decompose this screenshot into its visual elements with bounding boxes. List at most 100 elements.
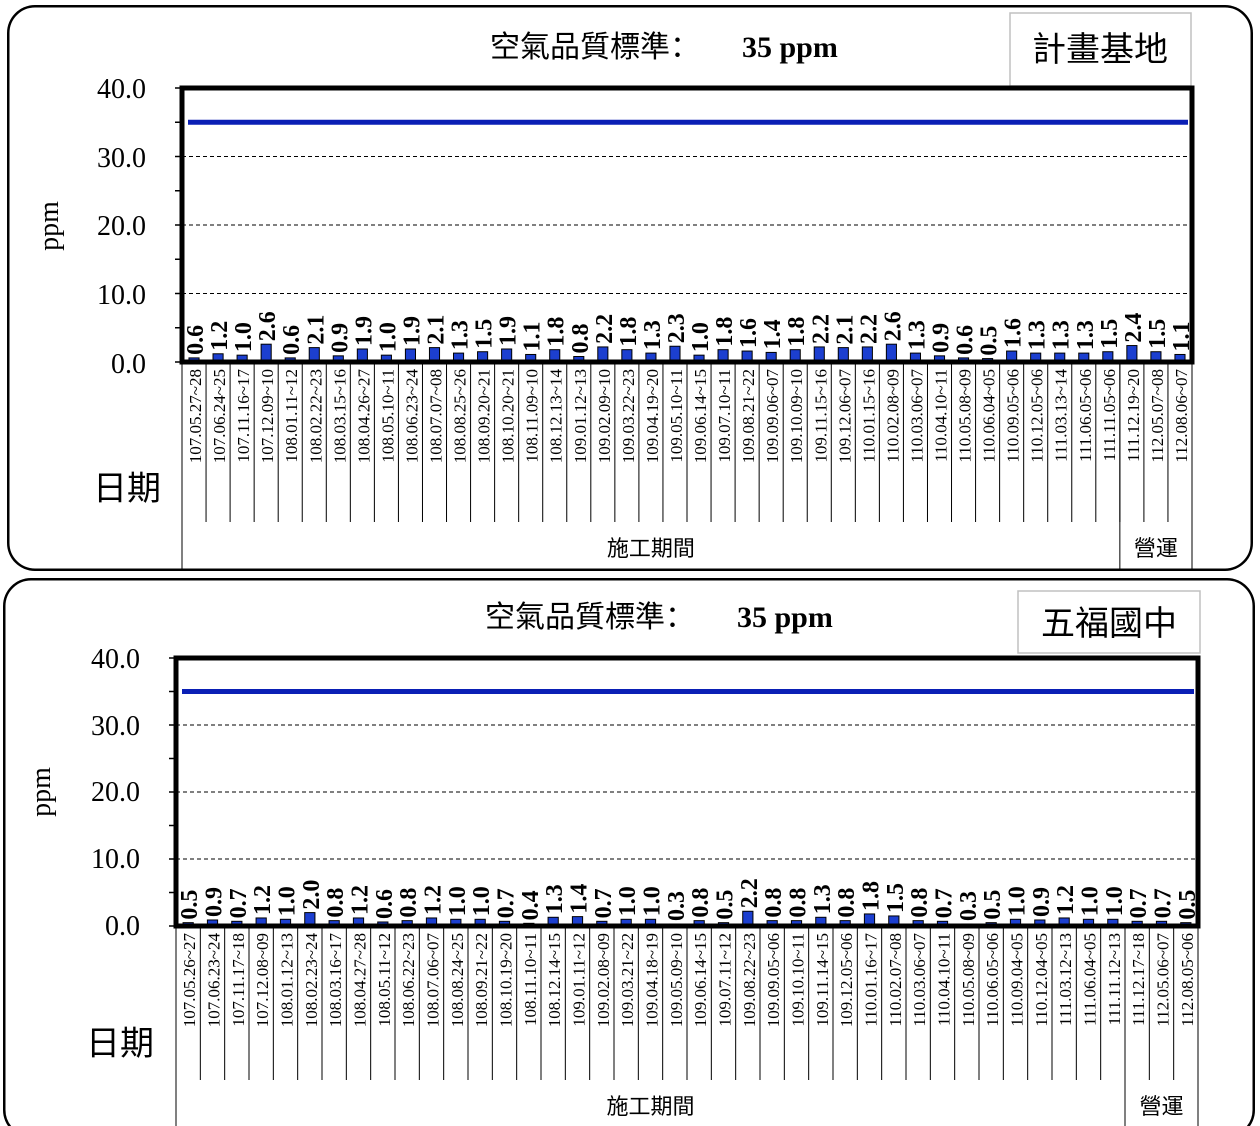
category-label: 107.12.09~10 <box>258 369 277 463</box>
data-label: 0.5 <box>713 890 739 920</box>
category-label: 110.02.08~09 <box>883 369 902 463</box>
data-label: 0.6 <box>953 325 979 355</box>
x-axis-categories: 107.05.26~27 107.06.23~24 107.11.17~18 107.… <box>175 926 1199 1126</box>
category-label: 110.12.04~05 <box>1032 933 1051 1027</box>
data-label: 0.3 <box>956 891 982 921</box>
category-label: 109.11.14~15 <box>813 933 832 1027</box>
data-label: 0.8 <box>568 324 594 354</box>
data-label: 1.3 <box>904 320 930 350</box>
category-label: 109.09.05~06 <box>764 933 783 1027</box>
y-axis-label: ppm <box>26 767 57 817</box>
data-labels: 0.61.21.02.60.62.10.91.91.01.92.11.31.51… <box>183 311 1195 355</box>
data-label: 1.2 <box>348 885 374 915</box>
data-label: 1.8 <box>544 317 570 347</box>
data-label: 0.6 <box>279 325 305 355</box>
category-label: 110.02.07~08 <box>886 933 905 1027</box>
y-tick-label: 10.0 <box>97 280 146 311</box>
data-label: 0.7 <box>591 888 617 918</box>
chart-title-text: 空氣品質標準： <box>490 31 700 64</box>
category-label: 109.10.09~10 <box>787 369 806 463</box>
category-label: 108.09.21~22 <box>472 933 491 1027</box>
category-label: 111.11.12~13 <box>1105 933 1124 1025</box>
category-label: 108.09.20~21 <box>475 369 494 463</box>
category-label: 109.09.06~07 <box>763 369 782 464</box>
data-label: 0.3 <box>664 891 690 921</box>
data-label: 2.2 <box>592 314 618 344</box>
data-label: 1.6 <box>1001 318 1027 348</box>
category-label: 108.12.14~15 <box>545 933 564 1027</box>
y-tick-label: 40.0 <box>97 74 146 105</box>
category-label: 108.11.10~11 <box>521 933 540 1026</box>
category-label: 108.06.22~23 <box>399 933 418 1027</box>
category-label: 109.03.21~22 <box>618 933 637 1027</box>
data-label: 0.4 <box>518 890 544 920</box>
data-label: 1.5 <box>1097 319 1123 349</box>
data-label: 0.9 <box>929 323 955 353</box>
data-label: 1.5 <box>1145 319 1171 349</box>
category-label: 107.06.24~25 <box>210 369 229 463</box>
y-tick-labels: 40.0 30.0 20.0 10.0 0.0 <box>97 74 146 380</box>
data-label: 1.3 <box>640 320 666 350</box>
category-label: 107.05.27~28 <box>186 369 205 463</box>
category-label: 109.03.22~23 <box>619 369 638 463</box>
y-tick-label: 20.0 <box>97 211 146 242</box>
category-label: 109.07.11~12 <box>716 933 735 1027</box>
data-label: 1.9 <box>496 316 522 346</box>
data-label: 1.8 <box>616 317 642 347</box>
chart-title-text: 空氣品質標準： <box>485 601 695 634</box>
operation-period-label: 營運 <box>1134 536 1178 561</box>
category-label: 112.08.05~06 <box>1178 933 1197 1027</box>
data-label: 2.6 <box>880 311 906 341</box>
category-label: 110.04.10~11 <box>932 369 951 462</box>
data-label: 2.0 <box>299 880 325 910</box>
data-label: 1.3 <box>542 884 568 914</box>
station-box <box>1009 12 1192 87</box>
category-label: 108.03.15~16 <box>330 369 349 463</box>
data-label: 1.9 <box>351 316 377 346</box>
data-label: 1.2 <box>207 321 233 351</box>
category-label: 110.05.08~09 <box>956 369 975 463</box>
x-axis-label: 日期 <box>86 1026 154 1063</box>
category-label: 109.10.10~11 <box>789 933 808 1027</box>
category-label: 110.09.05~06 <box>1004 369 1023 463</box>
chart-title: 空氣品質標準： 35 ppm <box>490 31 838 64</box>
station-label: 五福國中 <box>1017 590 1201 654</box>
data-label: 0.9 <box>202 887 228 917</box>
y-tick-label: 30.0 <box>97 143 146 174</box>
category-label: 110.04.10~11 <box>935 933 954 1026</box>
data-label: 2.1 <box>424 315 450 345</box>
category-label: 108.10.20~21 <box>499 369 518 463</box>
data-label: 1.0 <box>640 886 666 916</box>
data-label: 0.8 <box>907 888 933 918</box>
y-tick-label: 0.0 <box>105 911 140 942</box>
category-label: 111.12.17~18 <box>1129 933 1148 1026</box>
data-label: 0.7 <box>1151 888 1177 918</box>
data-label: 0.5 <box>980 890 1006 920</box>
data-label: 1.0 <box>445 886 471 916</box>
data-label: 1.0 <box>1102 886 1128 916</box>
data-label: 2.1 <box>303 315 329 345</box>
data-label: 1.3 <box>1073 320 1099 350</box>
data-label: 1.0 <box>688 322 714 352</box>
y-tick-label: 10.0 <box>91 844 140 875</box>
station-label: 計畫基地 <box>1009 12 1192 87</box>
category-label: 111.11.05~06 <box>1100 369 1119 461</box>
data-label: 2.1 <box>832 315 858 345</box>
category-label: 109.12.05~06 <box>837 933 856 1027</box>
data-label: 0.9 <box>1029 887 1055 917</box>
data-label: 1.4 <box>760 319 786 349</box>
category-label: 110.09.04~05 <box>1008 933 1027 1027</box>
data-label: 1.3 <box>448 320 474 350</box>
category-label: 110.05.08~09 <box>959 933 978 1027</box>
category-label: 108.03.16~17 <box>326 933 345 1028</box>
category-label: 109.04.18~19 <box>643 933 662 1027</box>
x-axis-label: 日期 <box>93 471 161 508</box>
data-label: 0.5 <box>177 890 203 920</box>
data-label: 0.8 <box>396 888 422 918</box>
category-label: 110.06.04~05 <box>980 369 999 463</box>
data-label: 1.4 <box>567 884 593 914</box>
data-label: 1.8 <box>712 317 738 347</box>
chart-panel-2: 空氣品質標準： 35 ppm 五福國中 ppm 40.0 30.0 20.0 1… <box>3 578 1255 1126</box>
category-label: 108.12.13~14 <box>547 369 566 464</box>
